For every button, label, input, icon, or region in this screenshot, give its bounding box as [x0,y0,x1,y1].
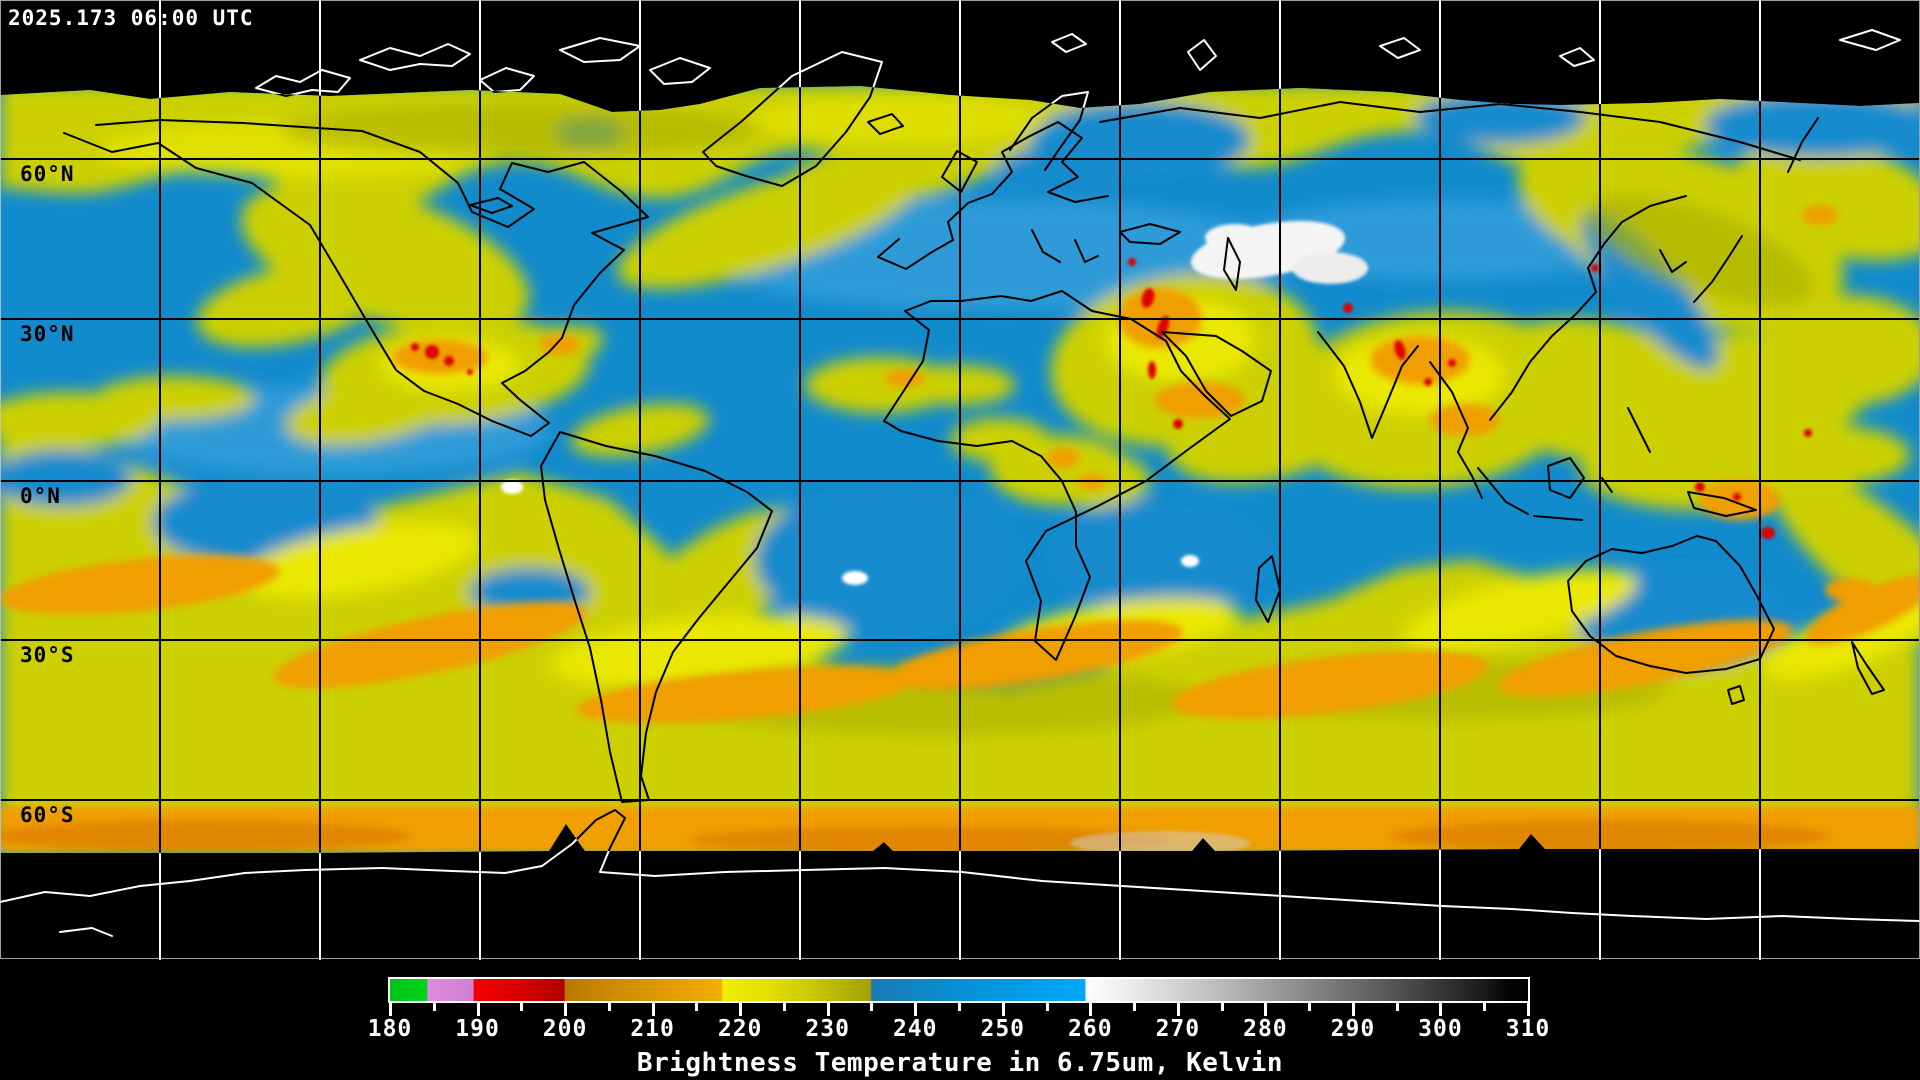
colorbar-tick-label: 210 [630,1016,675,1042]
colorbar-tick-label: 220 [717,1016,763,1042]
colorbar-major-tick [651,1003,655,1016]
colorbar-major-tick [739,1003,743,1016]
colorbar-major-tick [1089,1003,1093,1016]
colorbar-tick-label: 260 [1068,1016,1113,1042]
colorbar-tick-label: 310 [1505,1016,1551,1042]
colorbar-minor-tick [782,1003,786,1011]
world-map-visualization [0,0,1920,960]
latitude-label: 60°N [20,162,75,186]
colorbar-tick-label: 180 [367,1016,413,1042]
colorbar-tick-label: 200 [542,1016,588,1042]
colorbar-major-tick [1527,1003,1530,1016]
colorbar-minor-tick [870,1003,874,1011]
colorbar-ticks [389,1003,1530,1019]
latitude-label: 60°S [20,803,75,827]
latitude-label: 30°S [20,643,75,667]
colorbar-tick-labels: 180 190 200 210 220 230 240 250 260 270 280 290 300 3… [368,1016,1550,1044]
colorbar-minor-tick [1483,1003,1487,1011]
colorbar-major-tick [564,1003,568,1016]
colorbar-minor-tick [1395,1003,1399,1011]
colorbar-tick-label: 300 [1418,1016,1463,1042]
colorbar-minor-tick [607,1003,611,1011]
colorbar-title: Brightness Temperature in 6.75um, Kelvin [636,1048,1284,1078]
colorbar-tick-label: 250 [980,1016,1026,1042]
colorbar-minor-tick [695,1003,699,1011]
colorbar-major-tick [914,1003,918,1016]
colorbar-major-tick [1351,1003,1355,1016]
colorbar-minor-tick [1133,1003,1137,1011]
colorbar-minor-tick [1045,1003,1049,1011]
colorbar-tick-label: 190 [455,1016,500,1042]
colorbar-minor-tick [520,1003,524,1011]
colorbar-minor-tick [1308,1003,1312,1011]
colorbar-minor-tick [432,1003,436,1011]
colorbar-minor-tick [958,1003,961,1011]
colorbar-major-tick [1264,1003,1268,1016]
colorbar-tick-label: 280 [1243,1016,1288,1042]
satellite-data-layer [0,86,1919,853]
colorbar-major-tick [826,1003,830,1016]
colorbar-major-tick [1439,1003,1443,1016]
colorbar-tick-label: 240 [892,1016,938,1042]
colorbar-major-tick [1176,1003,1180,1016]
colorbar-major-tick [1001,1003,1005,1016]
world-map: 2025.173 06:00 UTC 60°N 30°N 0°N 30°S 60°S [0,0,1920,960]
colorbar-tick-label: 270 [1155,1016,1201,1042]
timestamp-label: 2025.173 06:00 UTC [8,6,254,30]
colorbar-major-tick [389,1003,392,1016]
colorbar-gradient [390,979,1528,1001]
colorbar-minor-tick [1220,1003,1224,1011]
colorbar-major-tick [476,1003,480,1016]
latitude-label: 0°N [20,484,61,508]
colorbar-tick-label: 230 [805,1016,850,1042]
colorbar-tick-label: 290 [1330,1016,1376,1042]
colorbar [388,977,1530,1003]
latitude-label: 30°N [20,322,75,346]
